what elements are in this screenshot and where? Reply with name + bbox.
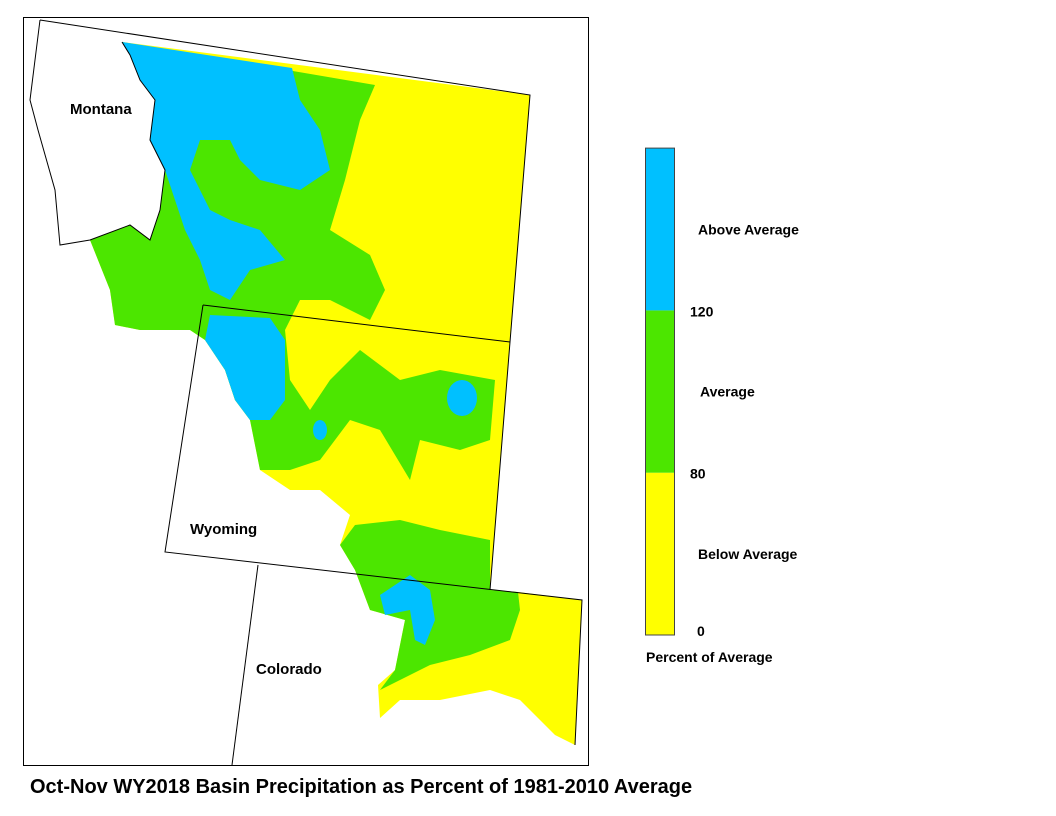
legend-label: Below Average	[698, 546, 798, 562]
state-label: Colorado	[256, 661, 322, 678]
map-title: Oct-Nov WY2018 Basin Precipitation as Pe…	[30, 776, 692, 798]
legend-tick-label: 120	[690, 303, 714, 319]
state-border	[29, 19, 166, 246]
legend-label: Above Average	[698, 221, 799, 237]
legend-swatch	[645, 310, 674, 473]
basin-above	[205, 315, 285, 420]
legend-caption: Percent of Average	[646, 649, 773, 665]
basin-above	[313, 420, 327, 440]
legend-tick-label: 80	[690, 466, 706, 482]
state-border	[202, 304, 511, 343]
legend-label: Average	[700, 384, 755, 400]
state-label: Montana	[70, 101, 132, 118]
basin-above	[122, 42, 330, 300]
legend-swatch	[645, 472, 674, 635]
basin-above	[447, 380, 477, 416]
state-border	[231, 564, 259, 766]
legend-tick-label: 0	[697, 623, 705, 639]
state-border	[164, 304, 583, 746]
state-border	[39, 19, 531, 591]
legend-border	[645, 147, 675, 636]
basin-above	[380, 575, 435, 645]
state-label: Wyoming	[190, 521, 257, 538]
legend-swatch	[645, 148, 674, 311]
